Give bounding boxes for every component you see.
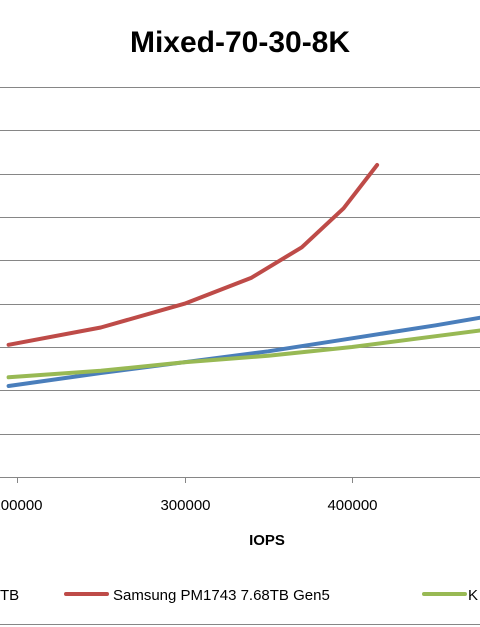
x-tick-label: 300000: [160, 497, 210, 514]
legend-label-1: TB: [0, 587, 19, 604]
series-line-2: [6, 163, 380, 347]
x-ticks: [17, 477, 353, 483]
gridlines: [0, 87, 480, 435]
legend: TB Samsung PM1743 7.68TB Gen5 K: [0, 587, 478, 604]
chart-title: Mixed-70-30-8K: [130, 26, 350, 59]
x-tick-label: 200000: [0, 497, 43, 514]
legend-label-2: Samsung PM1743 7.68TB Gen5: [113, 587, 330, 604]
legend-label-3: K: [468, 587, 478, 604]
series-line-1: [6, 315, 480, 388]
series-lines: [6, 163, 480, 388]
series-line-3: [6, 328, 480, 380]
x-axis-title: IOPS: [249, 532, 285, 549]
x-tick-label: 400000: [327, 497, 377, 514]
x-tick-labels: 200000 300000 400000: [0, 497, 378, 514]
